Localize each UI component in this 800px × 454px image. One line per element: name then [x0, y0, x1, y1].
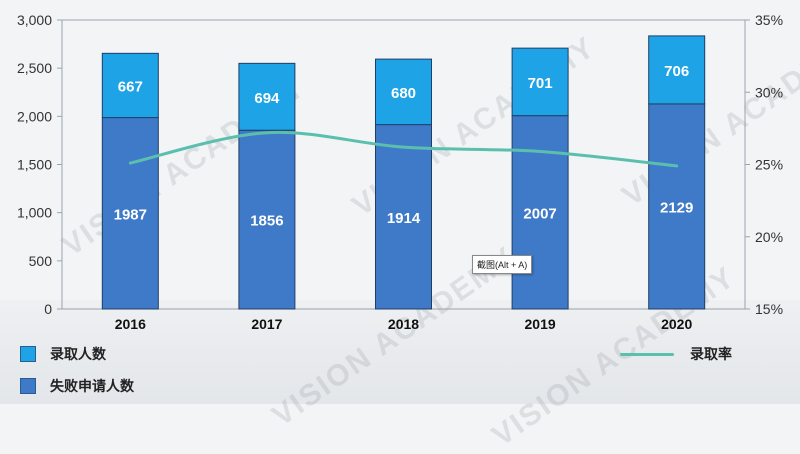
- data-label-admitted: 701: [528, 75, 553, 92]
- x-tick-label: 2016: [115, 316, 146, 332]
- data-label-rejected: 1856: [250, 213, 283, 230]
- y-tick-label: 500: [29, 253, 53, 269]
- data-label-admitted: 706: [664, 63, 689, 80]
- data-label-admitted: 680: [391, 85, 416, 102]
- legend-rejected: 失败申请人数: [20, 376, 134, 396]
- y2-tick-label: 15%: [755, 301, 783, 317]
- data-label-rejected: 1914: [387, 210, 421, 227]
- y2-tick-label: 35%: [755, 12, 783, 28]
- y-tick-label: 1,500: [17, 157, 52, 173]
- data-label-admitted: 694: [254, 90, 280, 107]
- screenshot-tooltip: 截图(Alt + A): [472, 255, 532, 274]
- data-label-admitted: 667: [118, 78, 143, 95]
- y2-tick-label: 20%: [755, 229, 783, 245]
- y-tick-label: 2,000: [17, 108, 52, 124]
- legend-rate: 录取率: [620, 344, 732, 364]
- x-tick-label: 2017: [251, 316, 282, 332]
- y-tick-label: 3,000: [17, 12, 52, 28]
- legend-rate-label: 录取率: [690, 344, 732, 364]
- legend-admitted-swatch: [20, 346, 36, 362]
- legend-admitted-label: 录取人数: [50, 344, 106, 364]
- y-tick-label: 2,500: [17, 60, 52, 76]
- y-tick-label: 0: [44, 301, 52, 317]
- x-tick-label: 2020: [661, 316, 692, 332]
- x-tick-label: 2019: [525, 316, 556, 332]
- data-label-rejected: 1987: [114, 206, 147, 223]
- y2-tick-label: 30%: [755, 84, 783, 100]
- x-tick-label: 2018: [388, 316, 419, 332]
- data-label-rejected: 2129: [660, 199, 693, 216]
- legend-rate-line: [620, 353, 674, 356]
- legend-rejected-label: 失败申请人数: [50, 376, 134, 396]
- y2-tick-label: 25%: [755, 157, 783, 173]
- legend-rejected-swatch: [20, 378, 36, 394]
- y-tick-label: 1,000: [17, 205, 52, 221]
- legend-admitted: 录取人数: [20, 344, 106, 364]
- data-label-rejected: 2007: [523, 205, 556, 222]
